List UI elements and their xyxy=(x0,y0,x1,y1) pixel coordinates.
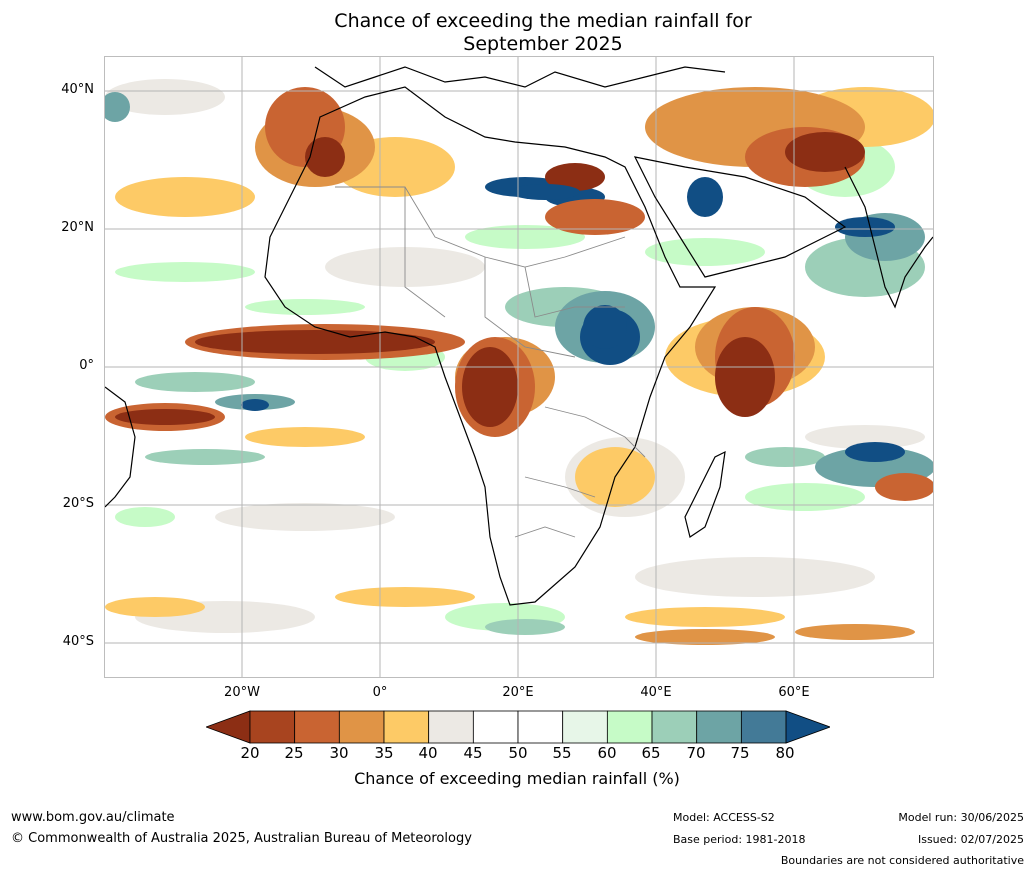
footer-url[interactable]: www.bom.gov.au/climate xyxy=(11,810,175,825)
footer-model: Model: ACCESS-S2 xyxy=(673,811,775,824)
colorbar-swatch xyxy=(651,710,698,744)
colorbar xyxy=(206,710,830,744)
footer-copyright: © Commonwealth of Australia 2025, Austra… xyxy=(11,831,472,846)
title-line-2: September 2025 xyxy=(463,33,623,55)
colorbar-swatch xyxy=(428,710,474,744)
colorbar-tick: 60 xyxy=(597,744,617,762)
map-canvas xyxy=(105,57,933,677)
lon-label-20e: 20°E xyxy=(502,685,534,700)
lat-label-20n: 20°N xyxy=(61,220,94,235)
colorbar-tick: 70 xyxy=(686,744,706,762)
colorbar-swatch xyxy=(294,710,340,744)
colorbar-tick: 25 xyxy=(284,744,304,762)
footer-base-period: Base period: 1981-2018 xyxy=(673,833,806,846)
lon-label-60e: 60°E xyxy=(778,685,810,700)
lon-label-0: 0° xyxy=(372,685,388,700)
colorbar-label: Chance of exceeding median rainfall (%) xyxy=(354,769,680,788)
colorbar-arrow-low xyxy=(206,710,251,744)
lat-label-40n: 40°N xyxy=(61,82,94,97)
lon-label-20w: 20°W xyxy=(224,685,260,700)
colorbar-swatch xyxy=(696,710,742,744)
colorbar-tick: 40 xyxy=(418,744,438,762)
colorbar-arrow-high xyxy=(785,710,830,744)
graticule xyxy=(105,57,933,677)
colorbar-tick: 30 xyxy=(329,744,349,762)
lon-label-40e: 40°E xyxy=(640,685,672,700)
colorbar-tick: 55 xyxy=(552,744,572,762)
colorbar-swatch xyxy=(383,710,430,744)
colorbar-swatch xyxy=(606,710,653,744)
colorbar-tick: 20 xyxy=(240,744,260,762)
colorbar-tick: 80 xyxy=(775,744,795,762)
coastlines xyxy=(105,66,933,606)
map-title: Chance of exceeding the median rainfall … xyxy=(230,10,856,56)
colorbar-tick: 45 xyxy=(463,744,483,762)
colorbar-swatch xyxy=(472,710,519,744)
colorbar-tick: 35 xyxy=(374,744,394,762)
colorbar-tick: 50 xyxy=(508,744,528,762)
lat-label-0: 0° xyxy=(79,358,94,373)
title-line-1: Chance of exceeding the median rainfall … xyxy=(334,10,752,32)
footer-model-run: Model run: 30/06/2025 xyxy=(898,811,1024,824)
country-borders xyxy=(335,186,646,538)
colorbar-swatch xyxy=(740,710,787,744)
footer-disclaimer: Boundaries are not considered authoritat… xyxy=(780,854,1024,867)
lat-label-20s: 20°S xyxy=(62,496,94,511)
lat-label-40s: 40°S xyxy=(62,634,94,649)
colorbar-swatch xyxy=(562,710,608,744)
probability-field xyxy=(105,79,933,645)
colorbar-tick: 75 xyxy=(730,744,750,762)
colorbar-swatch xyxy=(517,710,564,744)
colorbar-swatch xyxy=(249,710,296,744)
colorbar-tick: 65 xyxy=(641,744,661,762)
colorbar-swatch xyxy=(338,710,385,744)
rainfall-map xyxy=(104,56,934,678)
footer-issued: Issued: 02/07/2025 xyxy=(917,833,1024,846)
